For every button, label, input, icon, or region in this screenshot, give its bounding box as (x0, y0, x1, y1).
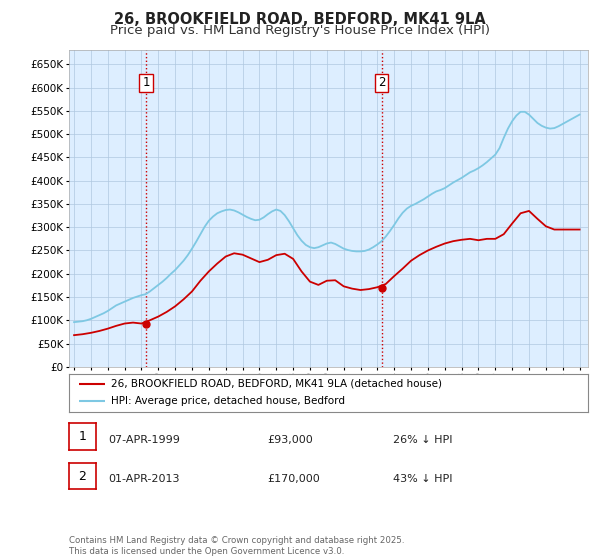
Text: 26% ↓ HPI: 26% ↓ HPI (393, 435, 452, 445)
Text: 2: 2 (378, 77, 385, 90)
Text: 1: 1 (79, 430, 86, 444)
Text: £93,000: £93,000 (267, 435, 313, 445)
Text: 2: 2 (79, 469, 86, 483)
Text: 1: 1 (142, 77, 150, 90)
Text: Contains HM Land Registry data © Crown copyright and database right 2025.
This d: Contains HM Land Registry data © Crown c… (69, 536, 404, 556)
Text: 43% ↓ HPI: 43% ↓ HPI (393, 474, 452, 484)
Text: 26, BROOKFIELD ROAD, BEDFORD, MK41 9LA: 26, BROOKFIELD ROAD, BEDFORD, MK41 9LA (114, 12, 486, 27)
Text: 26, BROOKFIELD ROAD, BEDFORD, MK41 9LA (detached house): 26, BROOKFIELD ROAD, BEDFORD, MK41 9LA (… (110, 379, 442, 389)
Text: £170,000: £170,000 (267, 474, 320, 484)
Text: Price paid vs. HM Land Registry's House Price Index (HPI): Price paid vs. HM Land Registry's House … (110, 24, 490, 38)
Text: 01-APR-2013: 01-APR-2013 (108, 474, 179, 484)
Text: 07-APR-1999: 07-APR-1999 (108, 435, 180, 445)
Text: HPI: Average price, detached house, Bedford: HPI: Average price, detached house, Bedf… (110, 396, 344, 407)
